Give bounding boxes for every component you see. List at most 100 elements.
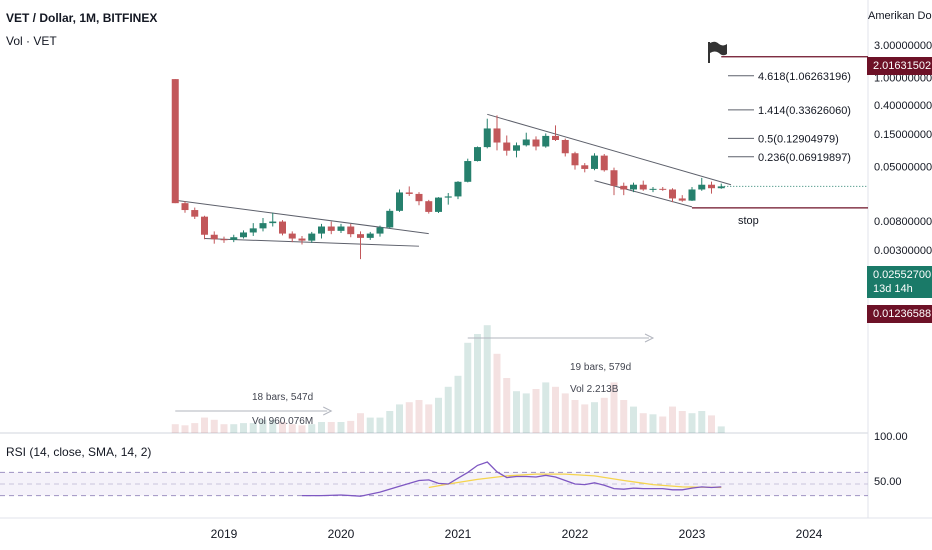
candle-body — [210, 234, 218, 240]
range-bars-label: 18 bars, 547d — [252, 392, 313, 403]
price-tick-label: 0.15000000 — [874, 129, 932, 141]
volume-bar — [513, 391, 520, 433]
flag-icon[interactable] — [706, 40, 728, 69]
volume-bar — [464, 342, 472, 433]
volume-bar — [630, 406, 637, 433]
volume-bar — [288, 424, 296, 433]
volume-bar — [230, 424, 238, 433]
candle-body — [600, 155, 608, 171]
volume-bar — [483, 325, 491, 433]
volume-bar — [639, 413, 647, 433]
volume-bar — [376, 417, 384, 433]
candle-body — [308, 233, 316, 241]
stop-label: stop — [738, 215, 759, 227]
time-tick-label: 2021 — [445, 527, 472, 541]
candle-body — [698, 184, 706, 190]
volume-bar — [708, 415, 715, 433]
price-tick-label: 0.40000000 — [874, 100, 932, 112]
fib-label: 4.618(1.06263196) — [758, 71, 851, 83]
volume-bar — [191, 423, 199, 433]
candle-body — [327, 226, 335, 231]
candle-body — [405, 192, 413, 194]
candle-body — [396, 192, 403, 211]
volume-bar — [649, 414, 657, 433]
candle-body — [444, 196, 452, 198]
volume-bar — [201, 417, 208, 433]
volume-bar — [347, 420, 355, 433]
stop-price-tag: 0.01236588 — [867, 305, 932, 323]
candle-body — [347, 226, 355, 235]
candle-body — [630, 184, 637, 190]
time-tick-label: 2022 — [562, 527, 589, 541]
candle-body — [474, 147, 481, 162]
candle-body — [561, 139, 569, 154]
volume-bar — [366, 417, 374, 433]
rsi-sma-line — [428, 473, 722, 489]
candle-body — [230, 237, 238, 240]
volume-legend[interactable]: Vol · VET — [6, 34, 57, 48]
volume-bar — [337, 422, 345, 433]
volume-bar — [435, 397, 442, 433]
candle-body — [678, 198, 686, 201]
candle-body — [571, 153, 579, 166]
symbol-legend[interactable]: VET / Dollar, 1M, BITFINEX — [6, 11, 158, 25]
rsi-legend[interactable]: RSI (14, close, SMA, 14, 2) — [6, 445, 152, 459]
volume-bar — [444, 386, 452, 433]
grid — [0, 0, 932, 519]
currency-axis-title[interactable]: Amerikan Dol — [868, 10, 932, 22]
volume-bar — [249, 423, 257, 433]
volume-bar — [454, 375, 462, 433]
volume-bar — [210, 419, 218, 433]
candle-body — [220, 239, 228, 241]
candle-body — [708, 184, 715, 189]
time-tick-label: 2019 — [211, 527, 238, 541]
volume-bar — [571, 400, 579, 433]
target-price-tag: 2.01631502 — [867, 57, 932, 75]
countdown: 13d 14h — [873, 283, 913, 295]
volume-bar — [581, 404, 589, 433]
candle-body — [337, 226, 345, 231]
volume-bar — [269, 419, 277, 433]
candle-body — [649, 188, 657, 190]
candle-body — [249, 228, 257, 233]
axes: 3.00000000 1.00000000 0.40000000 0.15000000… — [211, 40, 932, 541]
volume-bar — [415, 400, 423, 433]
candle-body — [366, 233, 374, 238]
candle-body — [181, 203, 189, 211]
volume-bar — [181, 425, 189, 433]
fib-label: 1.414(0.33626060) — [758, 105, 851, 117]
range-volume-label: Vol 2.213B — [570, 384, 619, 395]
price-tick-label: 1.00000000 — [874, 73, 932, 85]
candle-body — [269, 221, 277, 224]
range-bars-label: 19 bars, 579d — [570, 362, 631, 373]
candle-body — [493, 128, 501, 143]
price-tick-label: 3.00000000 — [874, 40, 932, 52]
volume-bar — [688, 413, 696, 433]
price-tick-label: 0.05000000 — [874, 161, 932, 173]
volume-bar — [405, 402, 413, 433]
rsi-tick-label: 100.00 — [874, 431, 908, 443]
candle-body — [454, 181, 462, 197]
range-volume-label: Vol 960.076M — [252, 416, 313, 427]
volume-bar — [171, 424, 179, 433]
candle-body — [717, 186, 725, 189]
last-price-value: 0.02552700 — [873, 269, 932, 281]
volume-bar — [220, 424, 228, 433]
candle-body — [522, 139, 530, 146]
time-tick-label: 2020 — [328, 527, 355, 541]
volume-bar — [591, 402, 598, 433]
trendline — [175, 199, 429, 235]
candle-body — [435, 197, 442, 212]
rsi-line — [302, 461, 722, 497]
candle-body — [279, 221, 286, 234]
volume-bar — [279, 422, 286, 433]
volume-bar — [298, 425, 306, 433]
volume-bar — [357, 413, 364, 433]
price-tick-label: 0.00800000 — [874, 216, 932, 228]
volume-bar — [600, 397, 608, 433]
candle-body — [464, 161, 472, 182]
price-tick-label: 0.00300000 — [874, 245, 932, 257]
candle-body — [259, 223, 267, 229]
annotation-layer: stop 4.618(1.06263196) 1.414(0.33626060) 0.… — [175, 56, 868, 427]
